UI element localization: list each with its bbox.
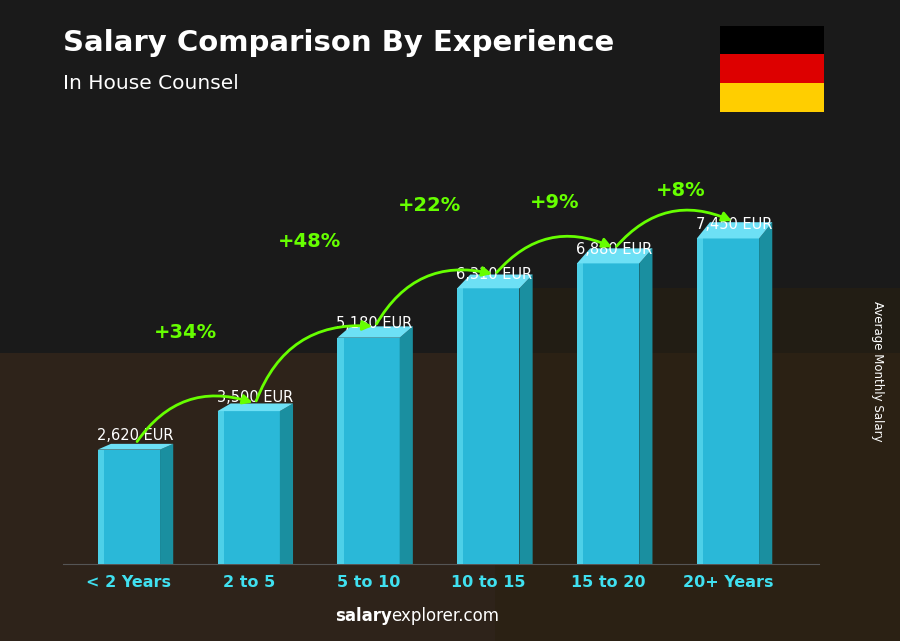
Polygon shape: [639, 248, 652, 564]
Bar: [218, 411, 224, 564]
Text: explorer.com: explorer.com: [392, 607, 500, 625]
Bar: [495, 288, 900, 641]
Bar: [697, 238, 759, 564]
Bar: [338, 338, 400, 564]
Text: In House Counsel: In House Counsel: [63, 74, 238, 93]
Text: +9%: +9%: [530, 193, 580, 212]
Text: 7,450 EUR: 7,450 EUR: [696, 217, 772, 232]
Text: +34%: +34%: [154, 323, 218, 342]
Polygon shape: [519, 274, 533, 564]
Bar: [98, 449, 104, 564]
Polygon shape: [280, 403, 293, 564]
Text: +22%: +22%: [398, 196, 461, 215]
Polygon shape: [218, 403, 293, 411]
Polygon shape: [697, 222, 772, 238]
Text: +48%: +48%: [277, 232, 341, 251]
Text: 6,880 EUR: 6,880 EUR: [576, 242, 652, 257]
Text: Average Monthly Salary: Average Monthly Salary: [871, 301, 884, 442]
Bar: [577, 263, 639, 564]
Text: 2,620 EUR: 2,620 EUR: [96, 428, 173, 443]
Bar: [0, 353, 900, 641]
Polygon shape: [98, 444, 173, 449]
Polygon shape: [160, 444, 173, 564]
Polygon shape: [400, 326, 413, 564]
Text: Salary Comparison By Experience: Salary Comparison By Experience: [63, 29, 614, 57]
Bar: [720, 54, 824, 83]
Bar: [720, 83, 824, 112]
Text: 5,180 EUR: 5,180 EUR: [337, 316, 412, 331]
Bar: [457, 288, 464, 564]
Polygon shape: [577, 248, 652, 263]
Text: 3,500 EUR: 3,500 EUR: [217, 390, 292, 404]
Polygon shape: [457, 274, 533, 288]
Polygon shape: [338, 326, 413, 338]
Bar: [577, 263, 583, 564]
Bar: [0, 0, 900, 353]
Bar: [457, 288, 519, 564]
Bar: [98, 449, 160, 564]
Text: 6,310 EUR: 6,310 EUR: [456, 267, 533, 282]
Bar: [720, 26, 824, 54]
Bar: [218, 411, 280, 564]
Text: +8%: +8%: [656, 181, 706, 200]
Polygon shape: [759, 222, 772, 564]
Text: salary: salary: [335, 607, 392, 625]
Bar: [338, 338, 344, 564]
Bar: [697, 238, 703, 564]
